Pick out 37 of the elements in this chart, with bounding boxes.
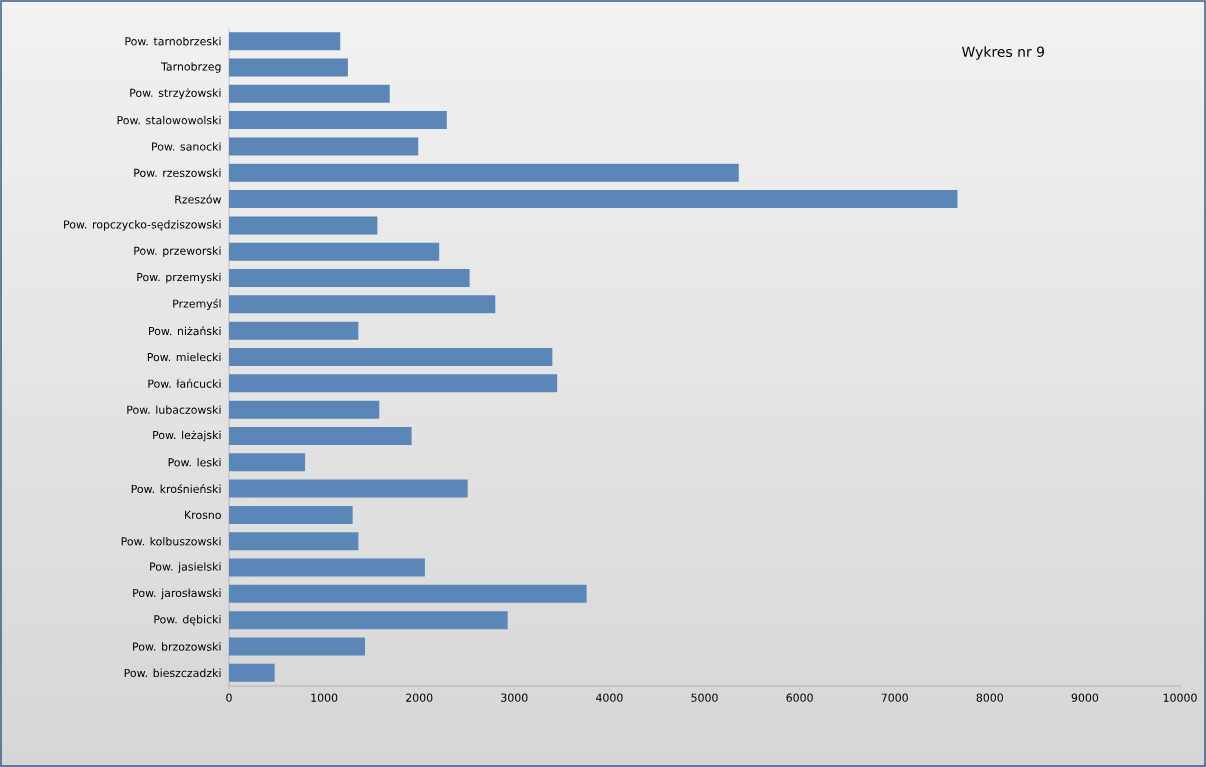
x-tick-label: 7000 [881, 693, 908, 702]
y-tick-label: Pow. niżański [149, 326, 221, 336]
y-tick-label: Przemyśl [173, 298, 221, 310]
y-tick-label: Pow. dębicki [154, 614, 221, 626]
y-tick-label: Pow. łańcucki [148, 378, 221, 388]
y-tick-label: Pow. jasielski [150, 562, 221, 573]
y-tick-label: Pow. leżajski [153, 430, 221, 442]
x-tick-label: 1000 [311, 693, 338, 702]
x-tick-label: 2000 [406, 693, 433, 702]
y-tick-label: Pow. rzeszowski [134, 168, 221, 177]
x-tick-label: 10000 [1163, 693, 1197, 702]
y-tick-label: Pow. stalowowolski [117, 115, 221, 125]
x-tick-label: 8000 [976, 693, 1004, 702]
y-tick-label: Pow. przemyski [137, 272, 221, 284]
y-tick-label: Pow. jarosławski [133, 588, 221, 600]
y-tick-label: Pow. leski [168, 458, 221, 467]
x-tick-label: 4000 [596, 693, 623, 702]
y-tick-label: Pow. sanocki [152, 142, 221, 151]
y-tick-label: Pow. tarnobrzeski [125, 36, 221, 46]
x-tick-label: 3000 [501, 693, 528, 702]
y-tick-label: Pow. mielecki [147, 352, 221, 362]
text: Wykres nr 9 [961, 46, 1045, 60]
y-tick-label: Rzeszów [175, 194, 222, 204]
x-tick-label: 5000 [691, 693, 718, 702]
y-tick-label: Pow. kolbuszowski [121, 536, 221, 546]
y-tick-label: Pow. przeworski [134, 246, 221, 258]
y-tick-label: Pow. ropczycko-sędziszowski [64, 220, 221, 231]
y-tick-label: Pow. krośnieński [131, 484, 221, 494]
y-tick-label: Pow. bieszczadzki [124, 668, 221, 678]
x-tick-label: 9000 [1071, 693, 1099, 702]
x-tick-label: 6000 [786, 693, 813, 702]
y-tick-label: Pow. strzyżowski [130, 88, 221, 100]
y-tick-label: Tarnobrzeg [160, 62, 221, 73]
y-tick-label: Pow. lubaczowski [127, 405, 221, 414]
y-tick-label: Pow. brzozowski [133, 642, 221, 651]
y-tick-label: Krosno [185, 510, 221, 519]
x-tick-label: 0 [226, 693, 232, 702]
